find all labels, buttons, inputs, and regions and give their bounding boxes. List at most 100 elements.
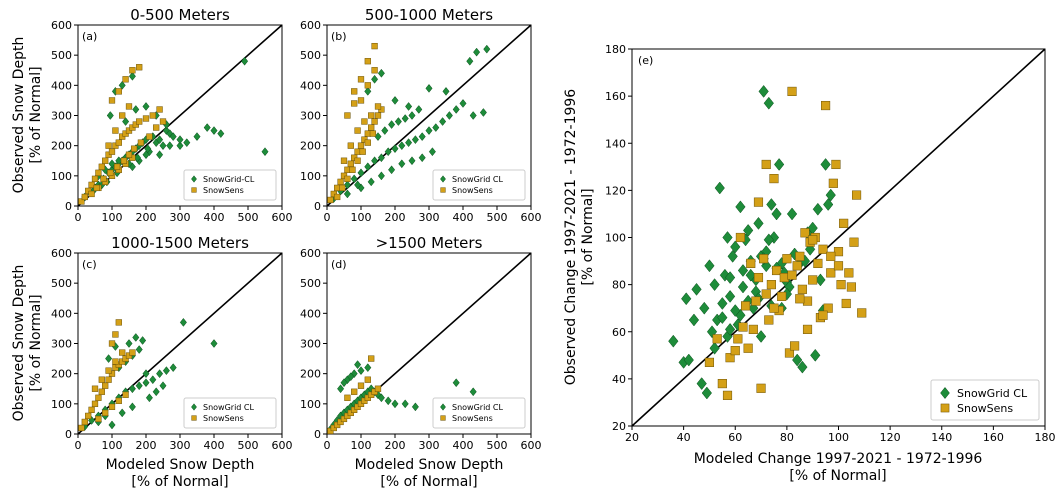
snowsens-point-23	[108, 403, 116, 410]
legend-marker-point-0	[440, 403, 446, 411]
snowgrid-cl-point-7	[699, 301, 710, 315]
snowgrid-cl-point-30	[758, 85, 769, 98]
snowgrid-cl-point-24	[743, 224, 754, 237]
snowsens-point-22	[115, 88, 122, 95]
snowsens-point-52	[851, 190, 862, 200]
snowsens-point-62	[795, 294, 805, 304]
xlabel-e-line1: Modeled Change 1997-2021 - 1972-1996	[694, 451, 983, 467]
snowgrid-cl-point-24	[357, 366, 365, 376]
snowgrid-cl-point-13	[418, 132, 426, 142]
snowsens-point-49	[844, 268, 854, 278]
snowsens-point-41	[146, 133, 153, 140]
snowsens-point-9	[357, 142, 365, 149]
snowsens-point-37	[344, 112, 351, 119]
snowgrid-cl-point-59	[176, 135, 184, 145]
snowsens-point-18	[764, 315, 774, 325]
snowsens-point-45	[112, 127, 119, 134]
legend-box	[930, 379, 1040, 421]
snowgrid-cl-point-20	[156, 135, 164, 145]
snowgrid-cl-point-33	[128, 71, 136, 81]
snowsens-point-20	[769, 174, 779, 184]
snowgrid-cl-point-26	[128, 402, 136, 412]
snowsens-point-0	[704, 357, 715, 367]
legend-label: SnowGrid CL	[452, 403, 504, 412]
snowgrid-cl-point-6	[696, 377, 707, 390]
legend-e: SnowGrid CL SnowSens	[930, 379, 1040, 421]
snowsens-point-7	[102, 382, 109, 389]
snowgrid-cl-point-68	[730, 304, 741, 317]
y-tick-label: 100	[300, 398, 321, 411]
snowgrid-cl-point-17	[724, 290, 736, 303]
snowsens-point-22	[334, 193, 341, 201]
x-tick-label: 300	[170, 439, 191, 452]
snowsens-point-36	[113, 163, 121, 170]
legend-box	[183, 397, 277, 429]
snowsens-point-32	[800, 228, 810, 238]
points-b	[327, 42, 491, 204]
snowgrid-cl-point-73	[763, 233, 774, 247]
snowgrid-cl-point-13	[714, 181, 725, 195]
legend-label: SnowSens	[203, 186, 244, 195]
snowgrid-cl-point-48	[483, 44, 491, 54]
snowgrid-cl-point-40	[343, 189, 351, 199]
snowgrid-cl-point-13	[169, 363, 177, 373]
snowsens-point-2	[85, 412, 92, 420]
snowgrid-cl-point-7	[377, 153, 385, 163]
snowsens-point-24	[115, 397, 122, 404]
snowgrid-cl-point-4	[688, 313, 700, 327]
snowgrid-cl-point-60	[717, 311, 728, 325]
snowgrid-cl-point-22	[737, 264, 749, 277]
snowsens-point-18	[364, 376, 371, 383]
snowsens-point-36	[371, 42, 378, 50]
snowsens-point-12	[748, 324, 758, 334]
snowsens-point-21	[771, 265, 782, 276]
snowsens-point-19	[766, 280, 776, 290]
y-tick-label: 400	[51, 79, 72, 92]
snowsens-point-19	[368, 355, 375, 362]
snowgrid-cl-point-14	[425, 126, 433, 135]
panel-letter-e: (e)	[638, 54, 653, 67]
x-tick-label: 400	[204, 439, 225, 452]
snowgrid-cl-point-22	[132, 333, 140, 342]
snowgrid-cl-point-28	[152, 387, 160, 397]
x-tick-label: 0	[324, 439, 331, 452]
x-tick-label: 400	[453, 439, 474, 452]
legend-label: SnowSens	[452, 414, 493, 423]
snowgrid-cl-point-20	[469, 111, 477, 120]
snowgrid-cl-point-25	[388, 165, 396, 175]
snowsens-point-26	[784, 348, 795, 358]
legend-label: SnowGrid CL	[203, 403, 255, 412]
y-tick-label: 300	[51, 338, 72, 351]
x-tick-label: 40	[677, 431, 691, 444]
snowsens-point-1	[81, 193, 88, 201]
x-tick-label: 200	[136, 439, 157, 452]
snowgrid-cl-point-51	[812, 202, 823, 216]
snowsens-point-20	[368, 112, 375, 119]
x-tick-label: 0	[75, 211, 82, 224]
snowsens-point-39	[130, 145, 138, 152]
snowsens-point-24	[344, 175, 351, 182]
snowsens-point-34	[100, 175, 107, 182]
legend-label: SnowSens	[957, 402, 1013, 415]
snowsens-point-5	[95, 394, 102, 401]
snowgrid-cl-point-34	[768, 231, 780, 244]
y-tick-label: 300	[51, 110, 72, 123]
snowsens-point-19	[112, 358, 119, 365]
x-tick-label: 0	[324, 211, 331, 224]
snowgrid-cl-point-35	[408, 111, 416, 120]
y-tick-label: 100	[51, 398, 72, 411]
x-tick-label: 80	[780, 431, 794, 444]
snowgrid-cl-point-38	[132, 105, 140, 114]
snowgrid-cl-point-5	[364, 162, 372, 172]
snowsens-point-3	[722, 390, 733, 400]
panel-letter-b: (b)	[331, 30, 347, 43]
ylabel-e-line2: [% of Normal]	[580, 188, 596, 285]
legend-label: SnowSens	[203, 414, 244, 423]
snowsens-point-17	[761, 159, 771, 170]
y-tick-label: 500	[51, 49, 72, 62]
y-tick-label: 500	[300, 277, 321, 290]
x-tick-label: 400	[453, 211, 474, 224]
legend-b: SnowGrid CL SnowSens	[432, 169, 526, 201]
snowgrid-cl-point-76	[722, 231, 733, 244]
y-tick-label: 200	[51, 368, 72, 381]
